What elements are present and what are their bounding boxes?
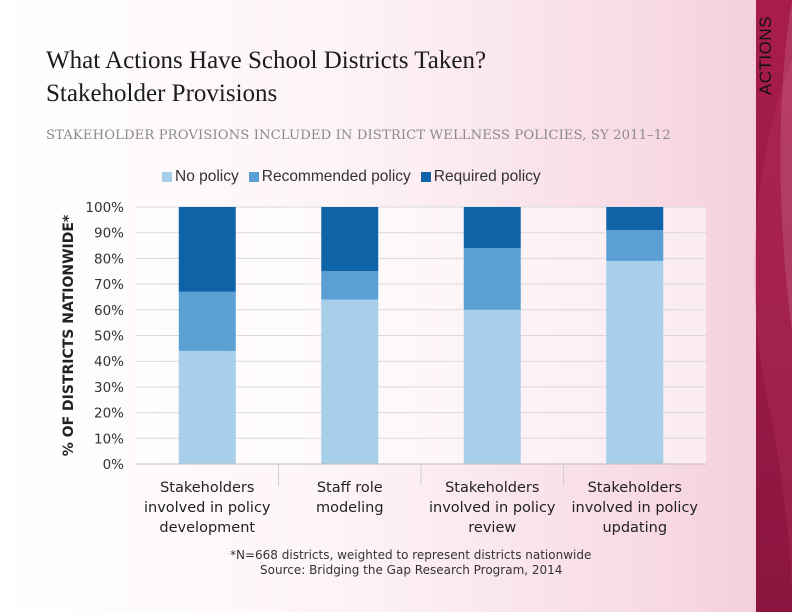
x-category-label: Stakeholders xyxy=(160,480,254,496)
bar-required-policy xyxy=(463,207,521,249)
right-accent-band xyxy=(756,0,792,612)
page-title: What Actions Have School Districts Taken… xyxy=(46,44,686,110)
x-category-label: Staff role xyxy=(317,480,383,496)
bar-recommended-policy xyxy=(463,248,521,310)
legend-swatch-recommended-policy xyxy=(248,172,259,182)
x-category-label: involved in policy xyxy=(571,500,698,516)
legend-label-no-policy: No policy xyxy=(175,168,239,185)
page-title-line-1: What Actions Have School Districts Taken… xyxy=(46,47,487,74)
chart-legend: No policy Recommended policy Required po… xyxy=(162,168,541,186)
legend-item-recommended-policy: Recommended policy xyxy=(248,168,411,186)
legend-label-recommended-policy: Recommended policy xyxy=(261,168,411,185)
footnote-line-2: Source: Bridging the Gap Research Progra… xyxy=(260,563,563,577)
x-category-label: Stakeholders xyxy=(588,480,682,496)
bar-no-policy xyxy=(321,299,379,464)
x-category-label: modeling xyxy=(316,500,384,516)
bar-required-policy xyxy=(178,207,236,292)
chart-footnote: *N=668 districts, weighted to represent … xyxy=(230,548,592,578)
bar-no-policy xyxy=(606,260,664,464)
bar-required-policy xyxy=(321,207,379,272)
y-tick-label: 40% xyxy=(94,354,124,370)
legend-swatch-required-policy xyxy=(420,172,431,182)
x-category-label: updating xyxy=(602,520,667,536)
legend-swatch-no-policy xyxy=(162,172,172,182)
x-category-label: Stakeholders xyxy=(445,480,539,496)
footnote-line-1: *N=668 districts, weighted to represent … xyxy=(230,548,592,562)
x-category-label: involved in policy xyxy=(429,500,556,516)
y-axis-label: % OF DISTRICTS NATIONWIDE* xyxy=(61,214,77,456)
y-tick-label: 80% xyxy=(94,251,124,267)
bar-no-policy xyxy=(463,309,521,464)
y-tick-label: 50% xyxy=(94,329,124,345)
legend-item-no-policy: No policy xyxy=(162,168,239,186)
y-tick-label: 10% xyxy=(94,431,124,447)
y-tick-label: 30% xyxy=(94,380,124,396)
y-tick-label: 60% xyxy=(94,303,124,319)
decorative-swirl xyxy=(754,0,792,612)
y-tick-label: 20% xyxy=(94,406,124,422)
y-tick-label: 100% xyxy=(85,200,124,216)
page-title-line-2: Stakeholder Provisions xyxy=(46,80,278,107)
legend-item-required-policy: Required policy xyxy=(420,168,541,186)
x-category-label: development xyxy=(159,520,255,536)
legend-label-required-policy: Required policy xyxy=(433,168,541,185)
x-category-label: review xyxy=(468,520,516,536)
y-tick-label: 70% xyxy=(94,277,124,293)
bar-no-policy xyxy=(178,350,236,464)
y-tick-label: 0% xyxy=(103,457,125,473)
bar-recommended-policy xyxy=(606,230,664,261)
bar-recommended-policy xyxy=(178,291,236,351)
y-tick-label: 90% xyxy=(94,226,124,242)
chart-title: STAKEHOLDER PROVISIONS INCLUDED IN DISTR… xyxy=(46,128,671,143)
bar-recommended-policy xyxy=(321,271,379,300)
x-category-label: involved in policy xyxy=(144,500,271,516)
bar-required-policy xyxy=(606,207,664,231)
